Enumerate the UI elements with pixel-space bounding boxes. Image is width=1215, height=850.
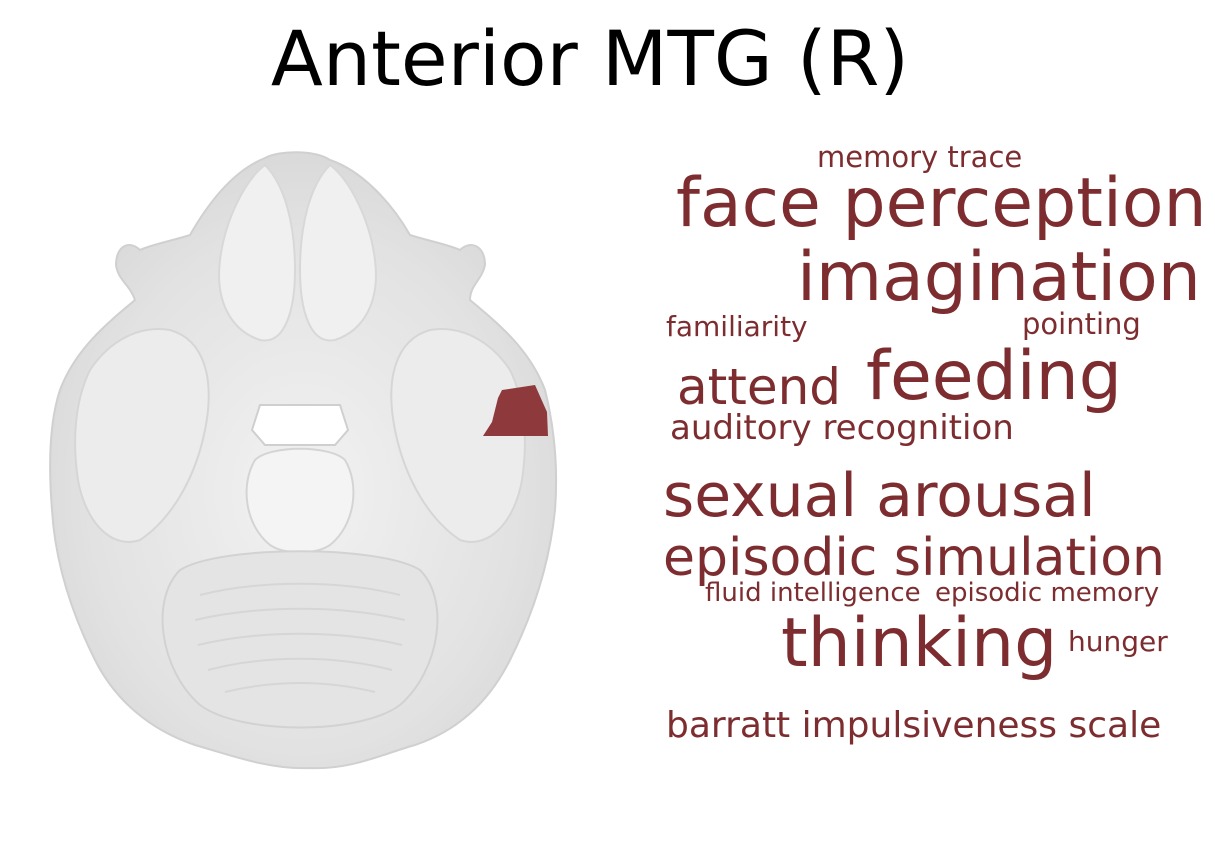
cerebellum — [161, 550, 439, 729]
term-sexual-arousal: sexual arousal — [663, 461, 1096, 531]
temporal-lobe-left — [74, 328, 210, 543]
term-pointing: pointing — [1022, 307, 1141, 341]
term-episodic-memory: episodic memory — [935, 578, 1160, 608]
temporal-lobe-right — [390, 328, 526, 543]
brain-slice-image — [49, 151, 558, 770]
page-title: Anterior MTG (R) — [270, 14, 910, 103]
term-feeding: feeding — [866, 337, 1122, 416]
term-episodic-simulation: episodic simulation — [663, 528, 1165, 588]
term-memory-trace: memory trace — [817, 140, 1023, 174]
frontal-lobe-right — [298, 163, 377, 342]
term-familiarity: familiarity — [666, 310, 808, 343]
term-auditory-recognition: auditory recognition — [670, 408, 1014, 448]
brainstem — [245, 447, 355, 554]
term-face-perception: face perception — [676, 164, 1207, 243]
cerebellum-folia — [194, 582, 406, 693]
central-gap — [250, 404, 350, 446]
frontal-lobe-left — [218, 163, 297, 342]
highlight-region-anterior-mtg-r — [483, 385, 548, 436]
term-imagination: imagination — [797, 238, 1201, 317]
term-hunger: hunger — [1068, 625, 1168, 658]
term-thinking: thinking — [781, 604, 1058, 683]
term-attend: attend — [677, 358, 842, 416]
term-fluid-intelligence: fluid intelligence — [705, 578, 921, 608]
term-barratt-impulsiveness-scale: barratt impulsiveness scale — [666, 705, 1162, 746]
